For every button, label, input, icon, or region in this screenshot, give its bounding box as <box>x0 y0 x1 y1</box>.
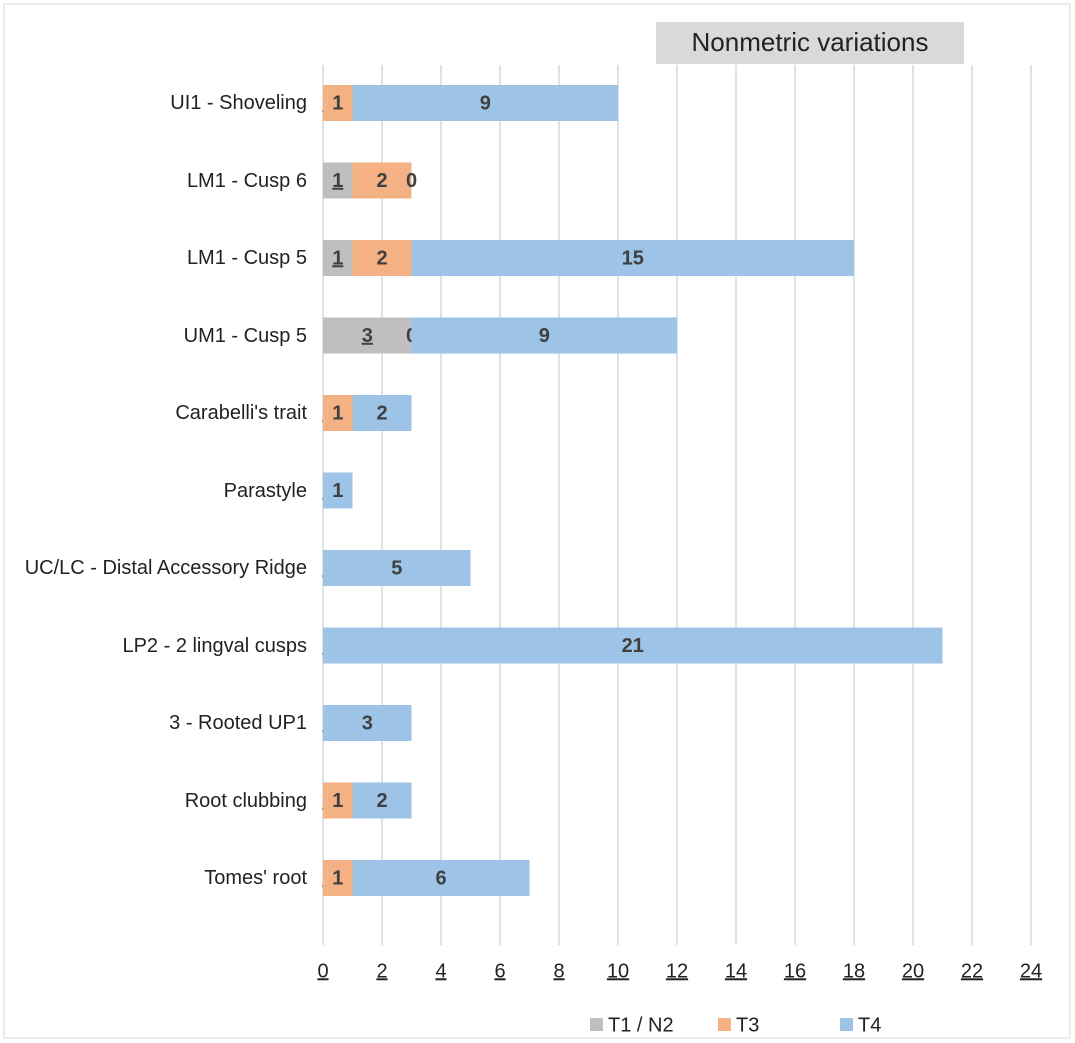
category-label: UM1 - Cusp 5 <box>7 324 307 348</box>
category-text: Tomes' root <box>204 867 307 889</box>
legend-label: T1 / N2 <box>608 1014 674 1036</box>
data-label: 1 <box>332 92 343 114</box>
bar-segment <box>352 860 530 896</box>
data-label: 6 <box>435 867 446 889</box>
data-label: 21 <box>622 635 644 657</box>
x-tick-label: 10 <box>607 960 629 982</box>
category-text: LP2 - 2 lingval cusps <box>122 634 307 657</box>
x-tick-label: 18 <box>843 960 865 982</box>
category-text: Parastyle <box>223 479 307 502</box>
bar-segment <box>323 85 353 121</box>
category-text: UM1 - Cusp 5 <box>183 324 307 347</box>
data-label: 9 <box>480 92 491 114</box>
category-label: UC/LC - Distal Accessory Ridge <box>7 556 307 580</box>
data-label: 3 <box>362 325 373 347</box>
category-label: 3 - Rooted UP1 <box>7 711 307 735</box>
data-label: 1 <box>332 790 343 812</box>
bar-segment <box>352 395 412 431</box>
data-label: 9 <box>539 325 550 347</box>
category-label: Parastyle <box>7 479 307 503</box>
bar-segment <box>323 162 353 199</box>
category-text: LM1 - Cusp 5 <box>186 247 307 269</box>
x-tick-label: 16 <box>784 960 806 982</box>
category-text: UC/LC - Distal Accessory Ridge <box>24 557 307 579</box>
category-label: LP2 - 2 lingval cusps <box>7 634 307 658</box>
legend-label: T3 <box>736 1014 759 1036</box>
legend-swatch <box>590 1018 603 1031</box>
data-label: 1 <box>332 480 343 502</box>
x-tick-label: 4 <box>435 960 446 982</box>
bar-segment <box>411 317 677 354</box>
data-label: 2 <box>376 170 387 192</box>
bar-segment <box>411 240 854 276</box>
data-label: 1 <box>332 247 343 269</box>
x-tick-label: 12 <box>666 960 688 982</box>
data-label: 2 <box>376 247 387 269</box>
data-label: 5 <box>391 557 402 579</box>
data-label: 2 <box>376 790 387 812</box>
frame <box>3 3 1071 1039</box>
x-tick-label: 14 <box>725 960 747 982</box>
category-text: UI1 - Shoveling <box>170 92 307 114</box>
x-tick-label: 0 <box>317 960 328 982</box>
bar-segment <box>323 550 471 586</box>
legend-label: T4 <box>858 1014 881 1036</box>
category-label: Tomes' root <box>7 866 307 890</box>
category-text: Carabelli's trait <box>175 402 307 424</box>
x-tick-label: 24 <box>1020 960 1042 982</box>
category-label: LM1 - Cusp 5 <box>7 246 307 270</box>
x-tick-label: 22 <box>961 960 983 982</box>
bar-segment <box>323 860 353 896</box>
data-label: 1 <box>332 867 343 889</box>
bar-segment <box>352 162 412 199</box>
bar-segment <box>352 782 412 819</box>
x-tick-label: 8 <box>553 960 564 982</box>
bar-segment <box>323 240 353 276</box>
category-label: UI1 - Shoveling <box>7 91 307 115</box>
x-tick-label: 20 <box>902 960 924 982</box>
category-label: Root clubbing <box>7 789 307 813</box>
data-label: 1 <box>332 170 343 192</box>
x-tick-label: 2 <box>376 960 387 982</box>
bar-segment <box>323 317 412 354</box>
category-label: Carabelli's trait <box>7 401 307 425</box>
category-text: LM1 - Cusp 6 <box>186 169 307 192</box>
bar-segment <box>323 627 943 664</box>
legend-swatch <box>718 1018 731 1031</box>
bar-segment <box>323 395 353 431</box>
legend-swatch <box>840 1018 853 1031</box>
data-label: 1 <box>332 402 343 424</box>
x-tick-label: 6 <box>494 960 505 982</box>
data-label: 2 <box>376 402 387 424</box>
data-label: 0 <box>406 170 417 192</box>
title-box <box>656 22 964 64</box>
category-label: LM1 - Cusp 6 <box>7 169 307 193</box>
category-text: Root clubbing <box>184 789 307 812</box>
bar-segment <box>352 240 412 276</box>
data-label: 15 <box>622 247 644 269</box>
category-text: 3 - Rooted UP1 <box>169 712 307 734</box>
data-label: 3 <box>362 712 373 734</box>
bar-segment <box>323 782 353 819</box>
bar-segment <box>352 85 618 121</box>
chart-title: Nonmetric variations <box>692 27 929 57</box>
bar-segment <box>323 472 353 509</box>
bar-segment <box>323 705 412 741</box>
